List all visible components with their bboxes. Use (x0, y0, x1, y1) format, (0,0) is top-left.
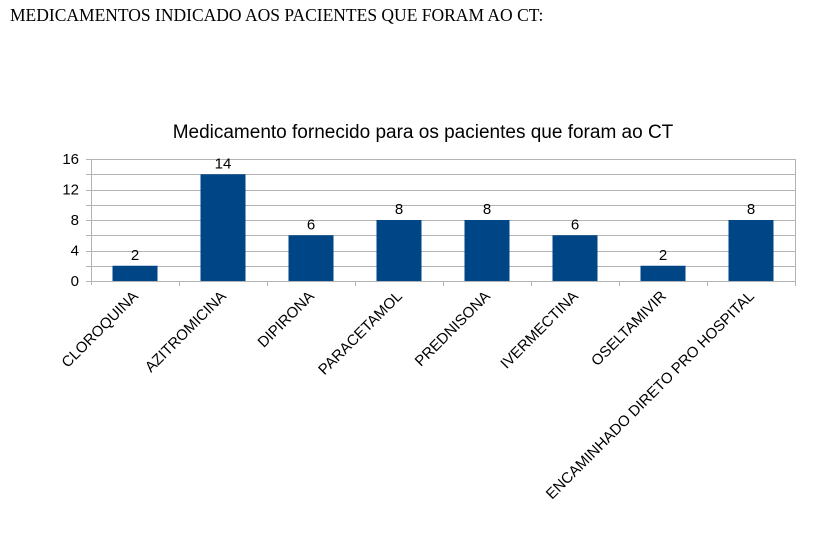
bar (464, 220, 510, 281)
data-label: 8 (395, 201, 403, 218)
x-tick-label: AZITROMICINA (142, 288, 230, 376)
axes (86, 159, 796, 286)
x-tick-label: CLOROQUINA (58, 288, 141, 371)
x-tick-label: IVERMECTINA (497, 288, 582, 373)
y-tick-label: 8 (71, 212, 79, 229)
bar (728, 220, 774, 281)
gridlines (91, 159, 796, 281)
data-label: 8 (747, 201, 755, 218)
data-label: 6 (571, 216, 579, 233)
data-label: 6 (307, 216, 315, 233)
bar (376, 220, 422, 281)
y-tick-label: 12 (62, 182, 79, 199)
data-label: 14 (215, 155, 232, 172)
bars (112, 174, 774, 281)
x-tick-label: PARACETAMOL (315, 288, 406, 379)
data-label: 2 (131, 247, 139, 264)
chart-title: Medicamento fornecido para os pacientes … (173, 122, 674, 143)
y-tick-label: 4 (71, 243, 79, 260)
bar (200, 174, 246, 281)
document-heading: MEDICAMENTOS INDICADO AOS PACIENTES QUE … (10, 5, 544, 25)
bar (288, 235, 334, 281)
bar (640, 265, 686, 281)
data-labels: 2 14 6 8 8 6 2 8 (131, 155, 755, 264)
tick-labels: 0 4 8 12 16 CLOROQUINA AZITROMICINA DIPIRONAPAR… (58, 151, 757, 503)
x-tick-label: PREDNISONA (412, 288, 494, 370)
data-label: 8 (483, 201, 491, 218)
x-tick-label: ENCAMINHADO DIRETO PRO HOSPITAL (543, 288, 758, 503)
data-label: 2 (659, 247, 667, 264)
x-tick-label: OSELTAMIVIR (588, 288, 670, 370)
bar (112, 265, 158, 281)
x-tick-label: DIPIRONA (255, 288, 318, 351)
y-tick-label: 16 (62, 151, 79, 168)
y-tick-label: 0 (71, 273, 79, 290)
bar (552, 235, 598, 281)
